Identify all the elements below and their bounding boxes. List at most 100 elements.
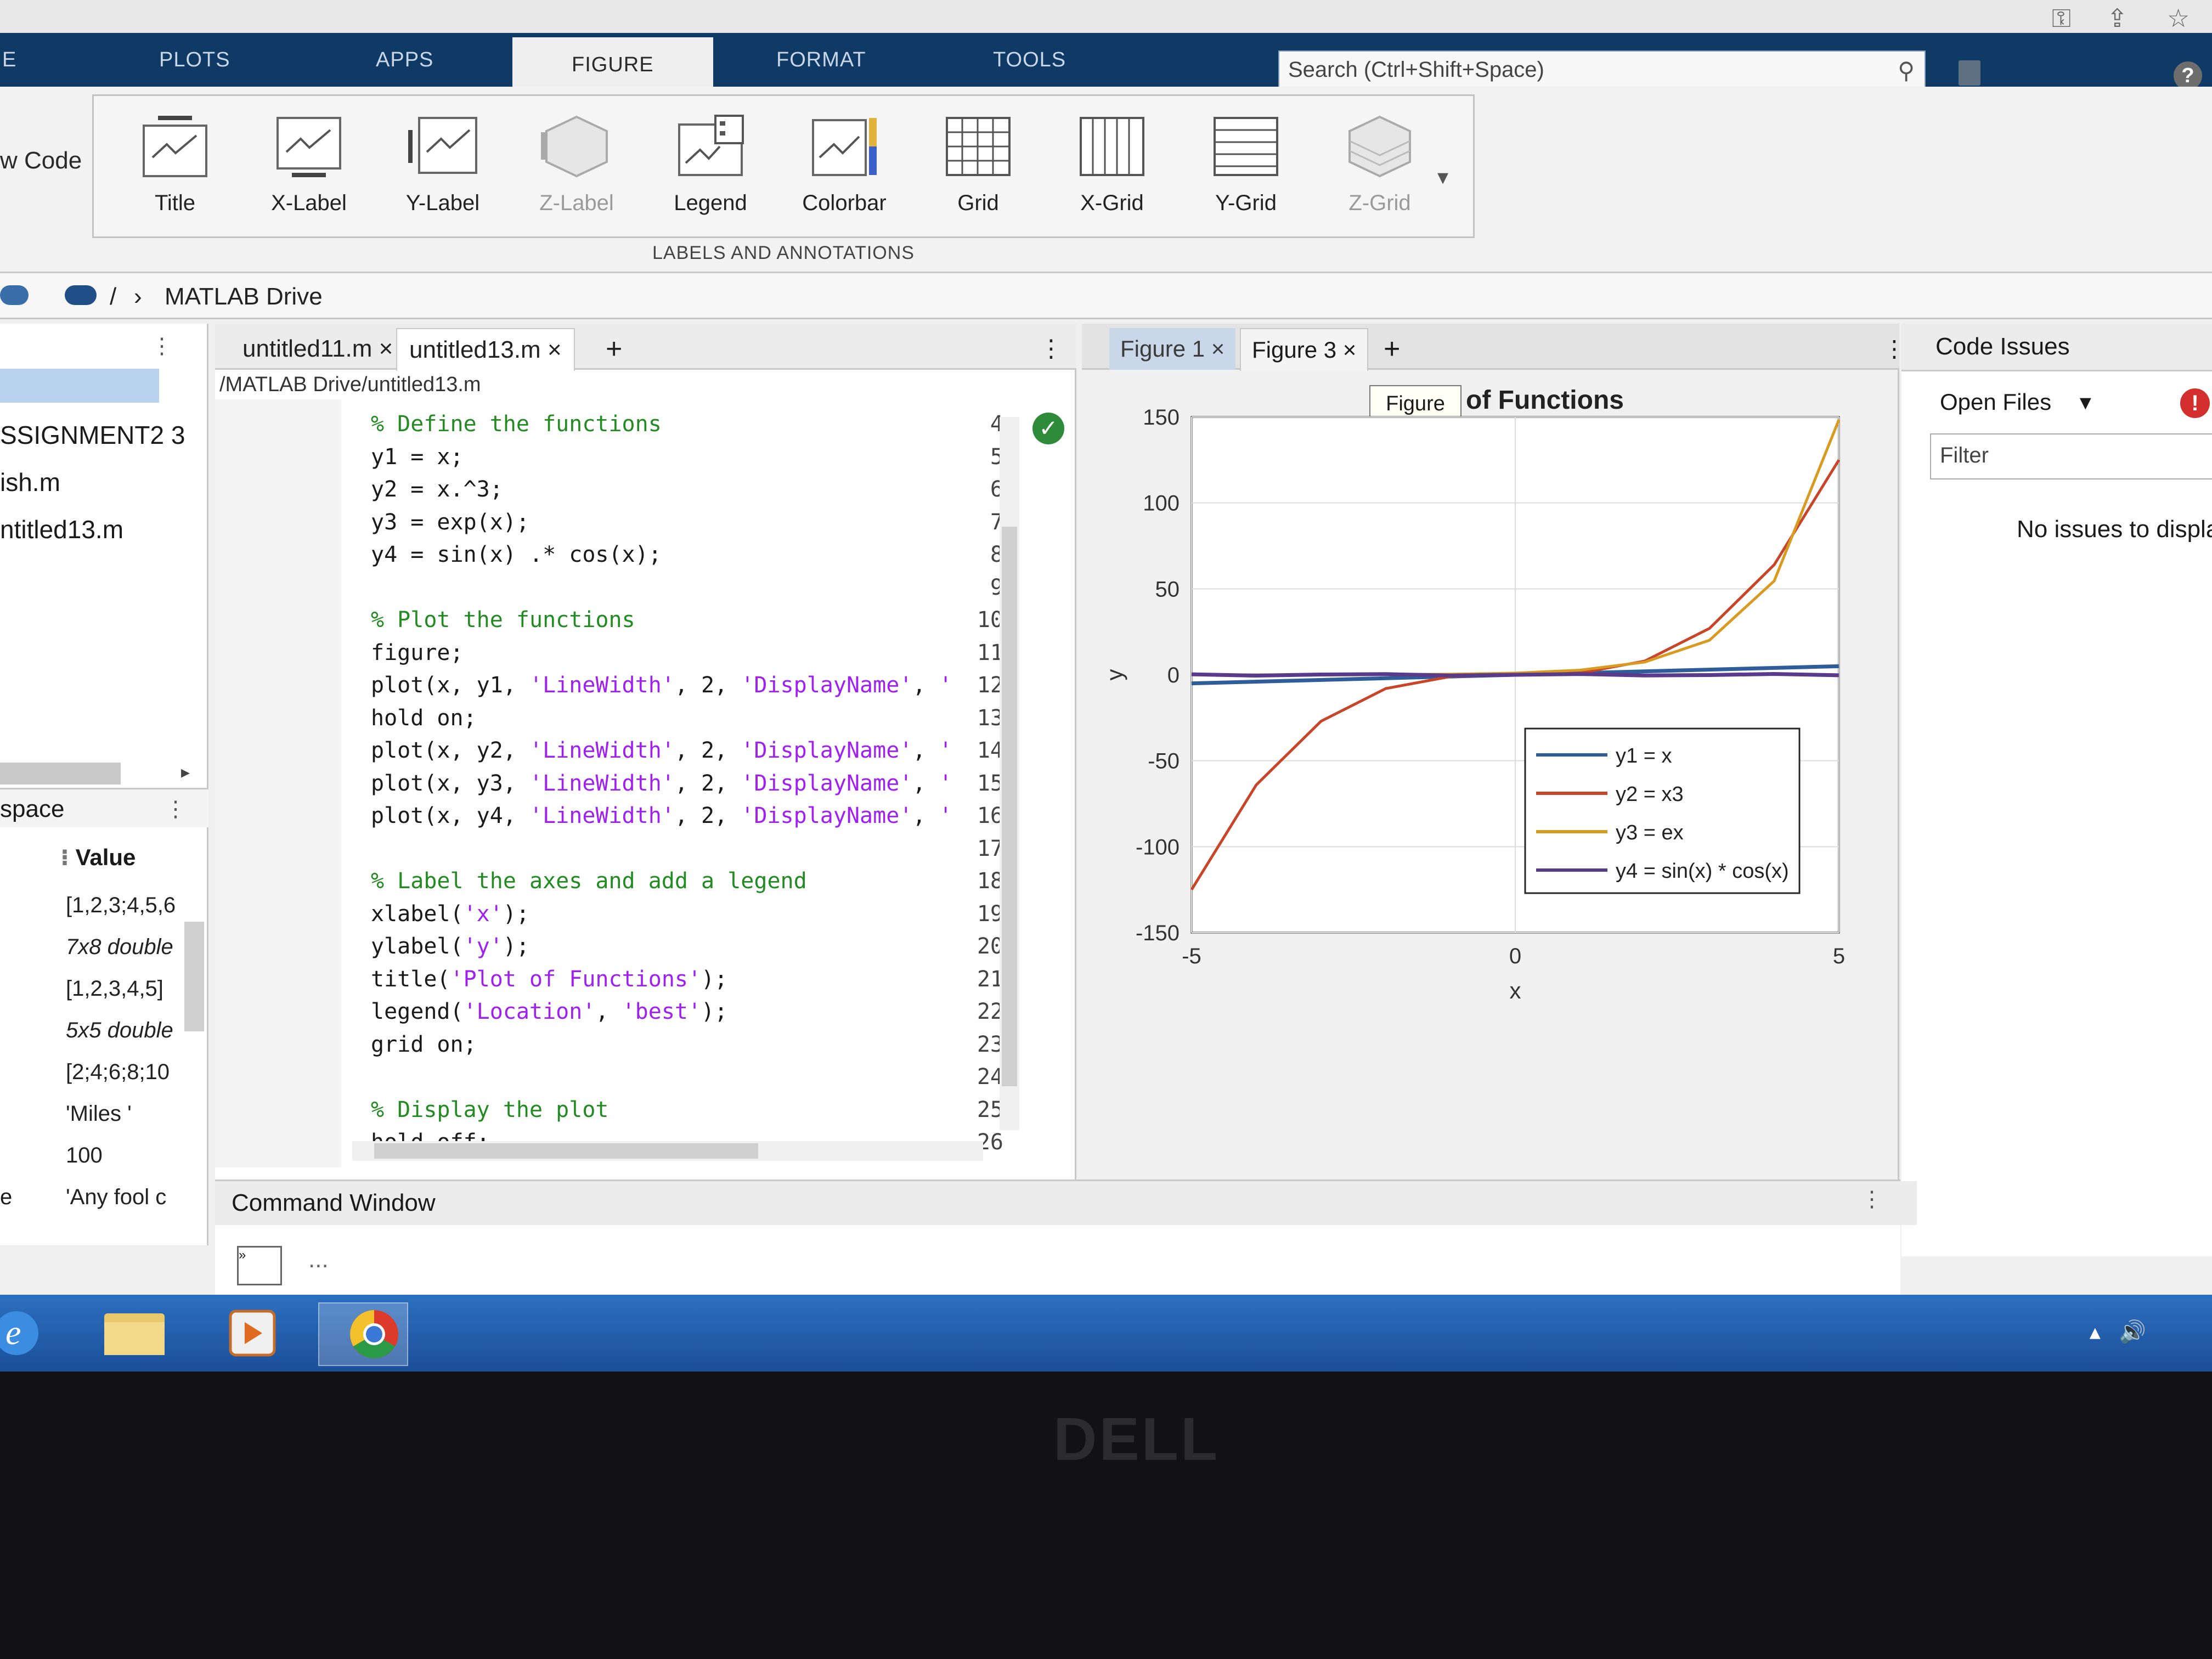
line-number: 17 bbox=[977, 836, 1003, 861]
workspace-value[interactable]: 7x8 double bbox=[66, 935, 173, 959]
tab-figure[interactable]: FIGURE bbox=[512, 37, 713, 87]
close-icon[interactable]: × bbox=[1211, 336, 1225, 362]
workspace-value[interactable]: 5x5 double bbox=[66, 1018, 173, 1042]
scroll-thumb[interactable] bbox=[374, 1143, 758, 1159]
cloud-icon[interactable] bbox=[65, 285, 97, 305]
filter-input[interactable]: Filter bbox=[1930, 433, 2212, 479]
file-item[interactable]: ish.m bbox=[0, 468, 60, 496]
command-prompt-icon[interactable]: » bbox=[237, 1246, 282, 1285]
file-explorer-icon[interactable] bbox=[93, 1302, 181, 1364]
colorbar-button[interactable]: Colorbar bbox=[789, 114, 899, 234]
tab-apps[interactable]: APPS bbox=[376, 48, 434, 71]
code-line[interactable]: y3 = exp(x); bbox=[371, 509, 529, 535]
workspace-value[interactable]: 'Miles ' bbox=[66, 1102, 132, 1126]
search-input[interactable]: Search (Ctrl+Shift+Space) ⚲ bbox=[1278, 50, 1926, 89]
file-item[interactable]: ntitled13.m bbox=[0, 515, 124, 544]
star-icon[interactable]: ☆ bbox=[2167, 4, 2190, 32]
tab-figure-1[interactable]: Figure 1 × bbox=[1109, 328, 1236, 370]
command-input[interactable]: ... bbox=[308, 1246, 329, 1273]
code-line[interactable]: title('Plot of Functions'); bbox=[371, 966, 728, 992]
close-icon[interactable]: × bbox=[547, 336, 562, 363]
scroll-right-icon[interactable]: ▸ bbox=[181, 762, 190, 782]
close-icon[interactable]: × bbox=[379, 335, 393, 362]
close-icon[interactable]: × bbox=[1342, 337, 1357, 363]
code-line[interactable]: % Plot the functions bbox=[371, 607, 635, 633]
scroll-thumb[interactable] bbox=[1002, 527, 1017, 1086]
series-line[interactable] bbox=[1191, 672, 1839, 678]
editor-tab-untitled13[interactable]: untitled13.m × bbox=[396, 328, 575, 371]
code-line[interactable]: grid on; bbox=[371, 1031, 477, 1057]
ygrid-button[interactable]: Y-Grid bbox=[1191, 114, 1301, 234]
code-line[interactable]: y2 = x.^3; bbox=[371, 477, 503, 502]
tab-plots[interactable]: PLOTS bbox=[159, 48, 230, 71]
xgrid-button[interactable]: X-Grid bbox=[1057, 114, 1167, 234]
workspace-menu-icon[interactable]: ⋮ bbox=[165, 797, 187, 821]
new-code-button[interactable]: w Code bbox=[0, 147, 82, 174]
code-line[interactable]: ylabel('y'); bbox=[371, 934, 529, 959]
line-number: 10 bbox=[977, 607, 1003, 633]
ribbon-more-arrow-icon[interactable]: ▾ bbox=[1437, 165, 1449, 189]
zgrid-button[interactable]: Z-Grid bbox=[1325, 114, 1435, 234]
add-tab-icon[interactable]: + bbox=[606, 333, 623, 365]
horizontal-scrollbar[interactable] bbox=[0, 763, 121, 785]
code-line[interactable]: y1 = x; bbox=[371, 444, 464, 470]
code-issues-panel: Code Issues Open Files ▾ ! Filter No iss… bbox=[1901, 324, 2212, 1256]
file-item[interactable]: SSIGNMENT2 3 bbox=[0, 421, 185, 449]
help-icon[interactable]: ? bbox=[2174, 61, 2202, 90]
editor-tab-untitled11[interactable]: untitled11.m × bbox=[242, 335, 393, 362]
tab-tools[interactable]: TOOLS bbox=[993, 48, 1066, 71]
workspace-value[interactable]: [1,2,3;4,5,6 bbox=[66, 893, 176, 917]
code-line[interactable]: plot(x, y1, 'LineWidth', 2, 'DisplayName… bbox=[371, 673, 952, 698]
code-line[interactable]: plot(x, y2, 'LineWidth', 2, 'DisplayName… bbox=[371, 738, 952, 763]
tab-home-partial[interactable]: E bbox=[2, 48, 17, 71]
code-line[interactable]: % Define the functions bbox=[371, 411, 662, 437]
selected-row[interactable] bbox=[0, 369, 159, 403]
legend-button[interactable]: Legend bbox=[656, 114, 765, 234]
code-line[interactable]: hold on; bbox=[371, 705, 477, 731]
workspace-value[interactable]: 100 bbox=[66, 1143, 103, 1167]
grid-button[interactable]: Grid bbox=[923, 114, 1033, 234]
scope-dropdown[interactable]: Open Files ▾ bbox=[1940, 389, 2091, 415]
code-issues-title: Code Issues bbox=[1901, 324, 2212, 371]
editor-horizontal-scrollbar[interactable] bbox=[352, 1141, 983, 1161]
chrome-icon[interactable] bbox=[318, 1302, 408, 1366]
workspace-value[interactable]: 'Any fool c bbox=[66, 1185, 167, 1209]
command-menu-icon[interactable]: ⋮ bbox=[1861, 1187, 1883, 1211]
ylabel-button[interactable]: Y-Label bbox=[388, 114, 498, 234]
key-icon[interactable]: ⚿ bbox=[2052, 4, 2072, 32]
code-check-ok-icon[interactable]: ✓ bbox=[1032, 413, 1064, 444]
code-line[interactable]: legend('Location', 'best'); bbox=[371, 999, 728, 1024]
share-icon[interactable]: ⇪ bbox=[2107, 4, 2128, 32]
save-icon[interactable] bbox=[1959, 60, 1980, 86]
tab-format[interactable]: FORMAT bbox=[776, 48, 866, 71]
code-line[interactable]: y4 = sin(x) .* cos(x); bbox=[371, 542, 662, 567]
breadcrumb-matlab-drive[interactable]: MATLAB Drive bbox=[165, 283, 323, 310]
code-line[interactable]: % Display the plot bbox=[371, 1097, 609, 1122]
code-line[interactable]: xlabel('x'); bbox=[371, 901, 529, 927]
internet-explorer-icon[interactable]: e bbox=[0, 1302, 88, 1364]
editor-menu-icon[interactable]: ⋮ bbox=[1039, 335, 1063, 362]
value-column-header[interactable]: ⁝ Value bbox=[60, 844, 136, 870]
code-line[interactable]: % Label the axes and add a legend bbox=[371, 868, 807, 894]
xlabel-button[interactable]: X-Label bbox=[254, 114, 364, 234]
zlabel-button[interactable]: Z-Label bbox=[522, 114, 631, 234]
tray-icons[interactable]: ▴ 🔊 bbox=[2089, 1320, 2146, 1344]
media-player-icon[interactable] bbox=[208, 1302, 296, 1364]
search-icon[interactable]: ⚲ bbox=[1898, 58, 1915, 83]
workspace-value[interactable]: [1,2,3,4,5] bbox=[66, 977, 163, 1001]
browse-icon[interactable] bbox=[0, 285, 29, 305]
code-line[interactable]: plot(x, y3, 'LineWidth', 2, 'DisplayName… bbox=[371, 770, 952, 796]
code-line[interactable]: plot(x, y4, 'LineWidth', 2, 'DisplayName… bbox=[371, 803, 952, 828]
tab-figure-3[interactable]: Figure 3 × bbox=[1240, 328, 1369, 371]
add-figure-icon[interactable]: + bbox=[1384, 333, 1401, 365]
matlab-desktop: ⚿ ⇪ ☆ E PLOTS APPS FIGURE FORMAT TOOLS S… bbox=[0, 0, 2212, 1372]
code-line[interactable]: figure; bbox=[371, 640, 464, 665]
editor-vertical-scrollbar[interactable] bbox=[1000, 417, 1019, 1130]
title-button[interactable]: Title bbox=[120, 114, 230, 234]
ygrid-icon bbox=[1214, 117, 1278, 176]
workspace-scrollbar[interactable] bbox=[184, 922, 204, 1031]
panel-menu-icon[interactable]: ⋮ bbox=[151, 334, 173, 358]
workspace-value[interactable]: [2;4;6;8;10 bbox=[66, 1060, 170, 1084]
workspace-name[interactable]: e bbox=[0, 1185, 13, 1209]
